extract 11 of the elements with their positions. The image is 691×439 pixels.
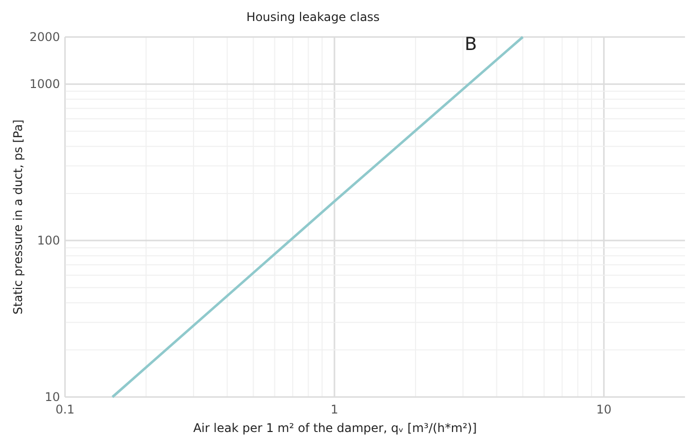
chart-title: Housing leakage class [246, 10, 380, 24]
y-tick-label: 1000 [29, 76, 60, 91]
y-tick-label: 10 [44, 390, 60, 404]
x-tick-label: 1 [330, 402, 338, 417]
y-tick-label: 100 [37, 233, 60, 248]
series-label: B [464, 34, 477, 55]
y-axis-title: Static pressure in a duct, ps [Pa] [11, 120, 25, 314]
x-axis-title: Air leak per 1 m² of the damper, qᵥ [m³/(h*m²)] [193, 421, 477, 435]
x-tick-label: 10 [596, 402, 612, 417]
x-tick-label: 0.1 [55, 402, 75, 417]
y-tick-label: 2000 [29, 30, 60, 44]
